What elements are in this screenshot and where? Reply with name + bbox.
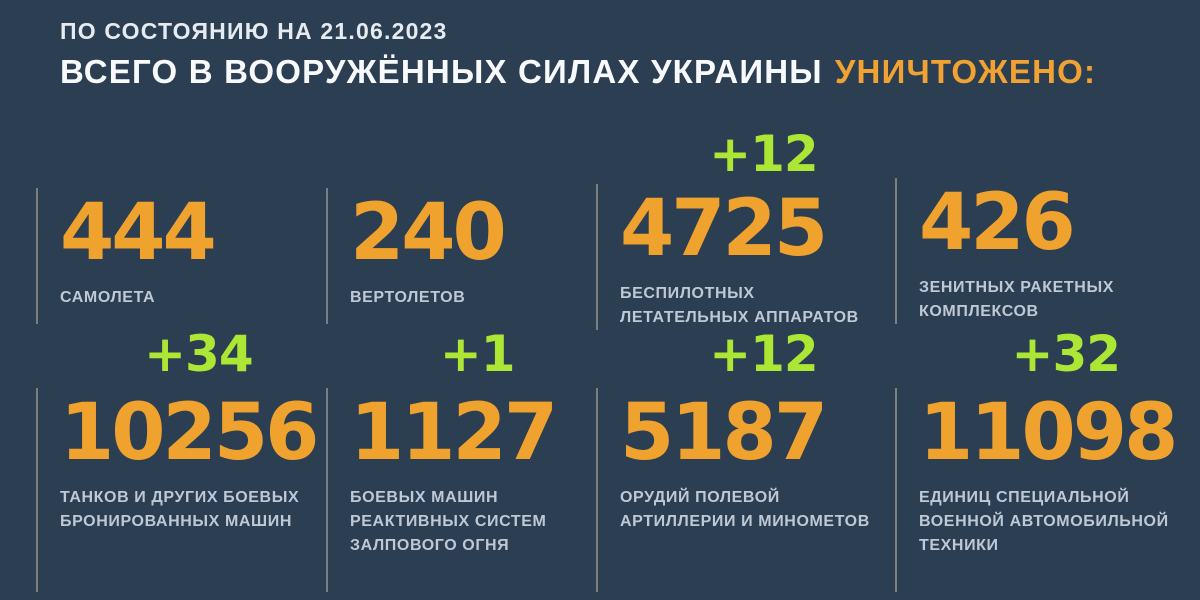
stat-label-line: ЕДИНИЦ СПЕЦИАЛЬНОЙ bbox=[919, 489, 1130, 506]
page-title: ВСЕГО В ВООРУЖЁННЫХ СИЛАХ УКРАИНЫ УНИЧТОЖ… bbox=[60, 52, 1200, 92]
stat-label-line: ОРУДИЙ ПОЛЕВОЙ bbox=[620, 489, 780, 506]
stat-delta: +12 bbox=[709, 325, 818, 383]
stat-label-line: ЛЕТАТЕЛЬНЫХ АППАРАТОВ bbox=[620, 309, 859, 326]
stat-label: ЗЕНИТНЫХ РАКЕТНЫХ КОМПЛЕКСОВ bbox=[919, 276, 1194, 324]
stat-card-tanks: +34 10256 ТАНКОВ И ДРУГИХ БОЕВЫХ БРОНИРО… bbox=[36, 324, 326, 592]
stat-delta: +12 bbox=[709, 125, 818, 183]
stat-label: ОРУДИЙ ПОЛЕВОЙ АРТИЛЛЕРИИ И МИНОМЕТОВ bbox=[620, 486, 889, 534]
stat-card-body: 426 ЗЕНИТНЫХ РАКЕТНЫХ КОМПЛЕКСОВ bbox=[895, 178, 1200, 324]
stat-label-line: КОМПЛЕКСОВ bbox=[919, 303, 1039, 320]
stat-delta: +32 bbox=[1011, 325, 1121, 383]
stat-card-body: 1127 БОЕВЫХ МАШИН РЕАКТИВНЫХ СИСТЕМ ЗАЛП… bbox=[326, 388, 596, 592]
stat-label: САМОЛЕТА bbox=[60, 286, 320, 310]
stat-label: БОЕВЫХ МАШИН РЕАКТИВНЫХ СИСТЕМ ЗАЛПОВОГО… bbox=[350, 486, 590, 558]
stat-card-body: 444 САМОЛЕТА bbox=[36, 188, 326, 324]
stat-card-body: 11098 ЕДИНИЦ СПЕЦИАЛЬНОЙ ВОЕННОЙ АВТОМОБ… bbox=[895, 388, 1200, 592]
stat-label: ЕДИНИЦ СПЕЦИАЛЬНОЙ ВОЕННОЙ АВТОМОБИЛЬНОЙ… bbox=[919, 486, 1194, 558]
stat-label: ВЕРТОЛЕТОВ bbox=[350, 286, 590, 310]
date-line: ПО СОСТОЯНИЮ НА 21.06.2023 bbox=[60, 18, 448, 44]
stat-label-line: ТАНКОВ И ДРУГИХ БОЕВЫХ bbox=[60, 489, 300, 506]
stat-card-uav: +12 4725 БЕСПИЛОТНЫХ ЛЕТАТЕЛЬНЫХ АППАРАТ… bbox=[596, 124, 895, 330]
title-accent: УНИЧТОЖЕНО: bbox=[834, 53, 1097, 90]
stat-label-line: БРОНИРОВАННЫХ МАШИН bbox=[60, 513, 292, 530]
stat-card-body: 240 ВЕРТОЛЕТОВ bbox=[326, 188, 596, 324]
stat-delta bbox=[36, 124, 326, 188]
stat-label-line: ЗЕНИТНЫХ РАКЕТНЫХ bbox=[919, 279, 1114, 296]
stat-label: БЕСПИЛОТНЫХ ЛЕТАТЕЛЬНЫХ АППАРАТОВ bbox=[620, 282, 889, 330]
stat-card-air-defense: 426 ЗЕНИТНЫХ РАКЕТНЫХ КОМПЛЕКСОВ bbox=[895, 124, 1200, 324]
stat-card-mlrs: +1 1127 БОЕВЫХ МАШИН РЕАКТИВНЫХ СИСТЕМ З… bbox=[326, 324, 596, 592]
stat-delta bbox=[326, 124, 596, 188]
stat-card-artillery: +12 5187 ОРУДИЙ ПОЛЕВОЙ АРТИЛЛЕРИИ И МИН… bbox=[596, 324, 895, 592]
header: ПО СОСТОЯНИЮ НА 21.06.2023 ВСЕГО В ВООРУ… bbox=[0, 0, 1200, 92]
stat-label-line: БЕСПИЛОТНЫХ bbox=[620, 285, 755, 302]
stat-value: 240 bbox=[350, 188, 507, 278]
stats-grid: 444 САМОЛЕТА 240 ВЕРТОЛЕТОВ +12 bbox=[36, 124, 1200, 592]
stat-delta bbox=[895, 124, 1200, 178]
stat-value: 4725 bbox=[620, 184, 828, 274]
stat-label-line: ТЕХНИКИ bbox=[919, 537, 999, 554]
stat-card-vehicles: +32 11098 ЕДИНИЦ СПЕЦИАЛЬНОЙ ВОЕННОЙ АВТ… bbox=[895, 324, 1200, 592]
stat-value: 444 bbox=[60, 188, 217, 278]
stat-card-body: 5187 ОРУДИЙ ПОЛЕВОЙ АРТИЛЛЕРИИ И МИНОМЕТ… bbox=[596, 388, 895, 592]
stat-value: 5187 bbox=[620, 388, 828, 478]
title-main: ВСЕГО В ВООРУЖЁННЫХ СИЛАХ УКРАИНЫ bbox=[60, 53, 823, 90]
stat-label-line: БОЕВЫХ МАШИН bbox=[350, 489, 499, 506]
stat-label-line: ВЕРТОЛЕТОВ bbox=[350, 289, 466, 306]
stat-card-body: 4725 БЕСПИЛОТНЫХ ЛЕТАТЕЛЬНЫХ АППАРАТОВ bbox=[596, 184, 895, 330]
stat-value: 10256 bbox=[60, 388, 319, 478]
stat-card-helicopters: 240 ВЕРТОЛЕТОВ bbox=[326, 124, 596, 324]
stat-label: ТАНКОВ И ДРУГИХ БОЕВЫХ БРОНИРОВАННЫХ МАШ… bbox=[60, 486, 320, 534]
stat-label-line: ЗАЛПОВОГО ОГНЯ bbox=[350, 537, 510, 554]
stat-value: 426 bbox=[919, 178, 1076, 268]
stat-label-line: ВОЕННОЙ АВТОМОБИЛЬНОЙ bbox=[919, 513, 1169, 530]
stat-value: 1127 bbox=[350, 388, 558, 478]
stat-label-line: САМОЛЕТА bbox=[60, 289, 156, 306]
stat-delta: +1 bbox=[439, 325, 516, 383]
stat-delta: +34 bbox=[144, 325, 253, 383]
stat-label-line: РЕАКТИВНЫХ СИСТЕМ bbox=[350, 513, 547, 530]
stat-label-line: АРТИЛЛЕРИИ И МИНОМЕТОВ bbox=[620, 513, 870, 530]
stat-card-aircraft: 444 САМОЛЕТА bbox=[36, 124, 326, 324]
stat-card-body: 10256 ТАНКОВ И ДРУГИХ БОЕВЫХ БРОНИРОВАНН… bbox=[36, 388, 326, 592]
stat-value: 11098 bbox=[919, 388, 1178, 478]
